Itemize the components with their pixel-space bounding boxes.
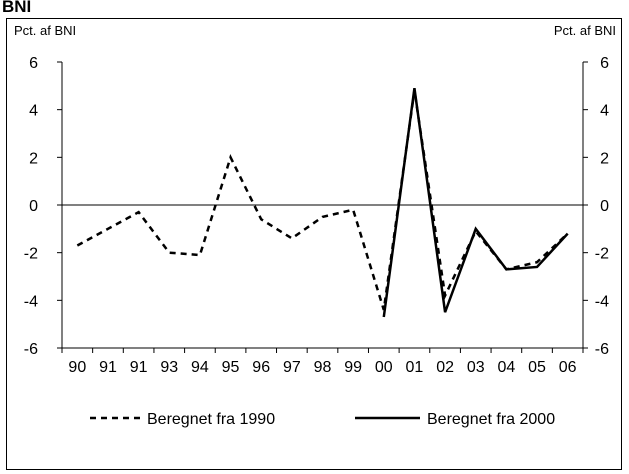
legend-label: Beregnet fra 2000 (427, 411, 555, 428)
legend-label: Beregnet fra 1990 (147, 411, 275, 428)
y2-tick-label: 4 (600, 103, 609, 120)
x-tick-label: 90 (68, 359, 86, 376)
x-tick-label: 03 (467, 359, 485, 376)
y-tick-label: -6 (24, 341, 38, 358)
x-tick-label: 94 (191, 359, 209, 376)
y-tick-label: -2 (24, 246, 38, 263)
x-tick-label: 95 (222, 359, 240, 376)
y-tick-label: -4 (24, 293, 38, 310)
series-line (382, 88, 569, 318)
x-tick-label: 00 (375, 359, 393, 376)
y2-tick-label: 6 (600, 55, 609, 72)
y2-tick-label: 2 (600, 150, 609, 167)
x-tick-label: 98 (314, 359, 332, 376)
y-tick-label: 0 (29, 198, 38, 215)
y2-tick-label: -4 (595, 293, 609, 310)
x-tick-label: 01 (406, 359, 424, 376)
x-tick-label: 93 (160, 359, 178, 376)
chart-title: BNI (2, 0, 31, 16)
y2-tick-label: -2 (595, 246, 609, 263)
x-tick-label: 91 (99, 359, 117, 376)
y-axis-title: Pct. af BNI (14, 23, 76, 38)
y2-tick-label: -6 (595, 341, 609, 358)
x-tick-label: 05 (528, 359, 546, 376)
x-tick-label: 04 (497, 359, 515, 376)
y2-tick-label: 0 (600, 198, 609, 215)
x-tick-label: 99 (344, 359, 362, 376)
x-tick-label: 02 (436, 359, 454, 376)
frame (6, 18, 622, 470)
y-tick-label: 2 (29, 150, 38, 167)
x-tick-label: 96 (252, 359, 270, 376)
series-line (76, 90, 569, 311)
x-tick-label: 91 (130, 359, 148, 376)
x-tick-label: 06 (559, 359, 577, 376)
x-tick-label: 97 (283, 359, 301, 376)
y2-axis-title: Pct. af BNI (554, 23, 616, 38)
y-tick-label: 6 (29, 55, 38, 72)
y-tick-label: 4 (29, 103, 38, 120)
